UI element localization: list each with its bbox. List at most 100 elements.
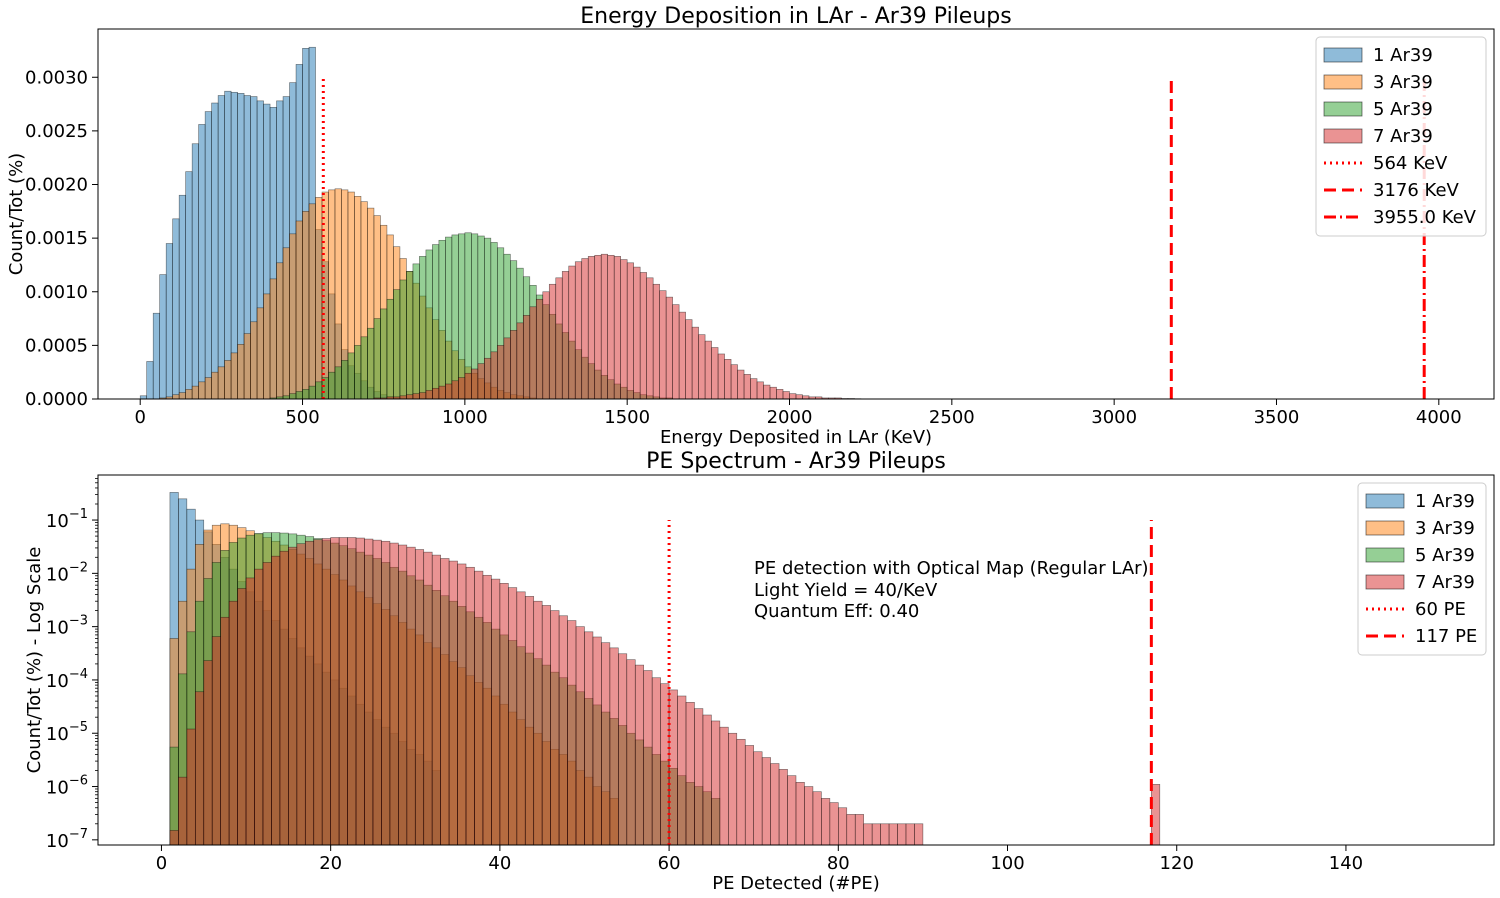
- annotation-line-1: PE detection with Optical Map (Regular L…: [754, 558, 1149, 579]
- histogram-bar: [330, 537, 340, 846]
- histogram-bar: [587, 256, 596, 400]
- histogram-bar: [914, 823, 924, 846]
- histogram-bar: [592, 636, 602, 846]
- axes-frame: [97, 474, 1495, 846]
- legend-swatch: [1365, 520, 1405, 536]
- y-axis-ticks: 0.0000 0.0005 0.0010 0.0015 0.0020 0.0025 0.00…: [25, 67, 98, 410]
- histogram-bar: [230, 352, 238, 400]
- y-tick-label: 0.0005: [25, 335, 88, 356]
- x-axis-ticks: 0 500 1000 1500 2000 2500 3000 3500 4000: [134, 399, 1462, 428]
- histogram-bar: [393, 289, 401, 400]
- histogram-bar: [821, 798, 831, 846]
- histogram-bar: [243, 333, 251, 400]
- histogram-bar: [600, 253, 609, 400]
- histogram-bar: [419, 392, 427, 400]
- histogram-bar: [262, 562, 272, 846]
- x-tick-label: 1000: [442, 407, 488, 428]
- histogram-bar: [269, 278, 277, 400]
- histogram-bar: [308, 203, 316, 400]
- histogram-bar: [477, 363, 485, 400]
- histogram-bar: [574, 261, 583, 400]
- histogram-bar: [795, 394, 803, 400]
- histogram-bar: [672, 304, 680, 400]
- histogram-bar: [360, 336, 368, 400]
- histogram-bar: [646, 277, 654, 400]
- histogram-bar: [694, 708, 704, 846]
- histogram-bar: [503, 337, 511, 400]
- histogram-bar: [204, 377, 212, 400]
- histogram-bar: [355, 537, 365, 846]
- histogram-bar: [276, 262, 284, 400]
- histogram-bar: [228, 600, 238, 846]
- histogram-bar: [367, 327, 375, 400]
- histogram-bar: [389, 542, 399, 846]
- histogram-bar: [522, 315, 531, 400]
- histogram-bar: [315, 381, 323, 400]
- annotation-line-3: Quantum Eff: 0.40: [754, 601, 919, 622]
- histogram-bar: [224, 90, 232, 400]
- histogram-bar: [178, 194, 186, 400]
- x-tick-label: 140: [1329, 853, 1363, 874]
- histogram-bar: [601, 642, 611, 846]
- x-tick-label: 40: [488, 853, 511, 874]
- legend-label: 7 Ar39: [1373, 126, 1433, 147]
- y-tick-label: 0.0020: [25, 175, 88, 196]
- histogram-bar: [414, 549, 425, 846]
- histogram-bar: [594, 254, 602, 400]
- legend: 1 Ar39 3 Ar39 5 Ar39 7 Ar39 564 KeV 3176 KeV 3…: [1315, 36, 1487, 237]
- histogram-bar: [458, 377, 466, 400]
- x-tick-label: 100: [990, 853, 1024, 874]
- x-axis-ticks: 0 20 40 60 80 100 120 140: [156, 845, 1363, 874]
- histogram-bar: [304, 540, 315, 846]
- histogram-bar: [237, 588, 247, 846]
- x-tick-label: 2000: [767, 407, 813, 428]
- y-tick-label: 10−4: [46, 667, 88, 692]
- y-axis-ticks: 10−7 10−6 10−5 10−4 10−3 10−2 10−1: [46, 478, 98, 852]
- histogram-bar: [497, 345, 505, 400]
- histogram-bar: [490, 351, 498, 400]
- histogram-bar: [633, 266, 641, 400]
- histogram-bar: [386, 298, 394, 400]
- chart-title: PE Spectrum - Ar39 Pileups: [646, 449, 946, 474]
- legend-swatch: [1365, 574, 1405, 590]
- x-tick-label: 3500: [1254, 407, 1300, 428]
- histogram-bar: [548, 283, 557, 400]
- histogram-bar: [639, 272, 647, 400]
- y-tick-label: 10−1: [46, 507, 88, 532]
- histogram-bar: [217, 95, 225, 400]
- axes-frame: [97, 28, 1495, 400]
- histogram-bar: [753, 751, 763, 846]
- histogram-bar: [165, 243, 173, 400]
- legend-label: 5 Ar39: [1415, 545, 1475, 566]
- histogram-bar: [263, 293, 271, 400]
- legend-swatch: [1365, 547, 1405, 563]
- histogram-bar: [550, 610, 560, 846]
- histogram-bar: [308, 385, 316, 400]
- histogram-bar: [159, 274, 167, 400]
- histogram-bar: [508, 587, 518, 846]
- histogram-bar: [432, 244, 440, 400]
- y-tick-label: 0.0000: [25, 389, 88, 410]
- histogram-bar: [516, 591, 526, 846]
- legend-swatch: [1323, 101, 1363, 117]
- histogram-bar: [626, 262, 634, 400]
- histogram-bar: [719, 726, 729, 846]
- histogram-bar: [510, 330, 518, 400]
- legend-label: 60 PE: [1415, 599, 1466, 620]
- histogram-bar: [482, 574, 492, 846]
- histogram-bar: [445, 383, 453, 400]
- y-tick-label: 0.0015: [25, 228, 88, 249]
- annotation-line-2: Light Yield = 40/KeV: [754, 580, 938, 601]
- histogram-bar: [423, 551, 433, 846]
- plot-area: [169, 492, 1161, 846]
- x-axis-label: Energy Deposited in LAr (KeV): [660, 427, 932, 448]
- histogram-bar: [871, 823, 881, 846]
- histogram-bar: [302, 211, 310, 400]
- histogram-bar: [256, 307, 264, 400]
- legend-swatch: [1365, 493, 1405, 509]
- histogram-bar: [289, 393, 297, 400]
- histogram-bar: [533, 600, 543, 846]
- histogram-bar: [334, 366, 342, 400]
- histogram-bar: [425, 249, 433, 400]
